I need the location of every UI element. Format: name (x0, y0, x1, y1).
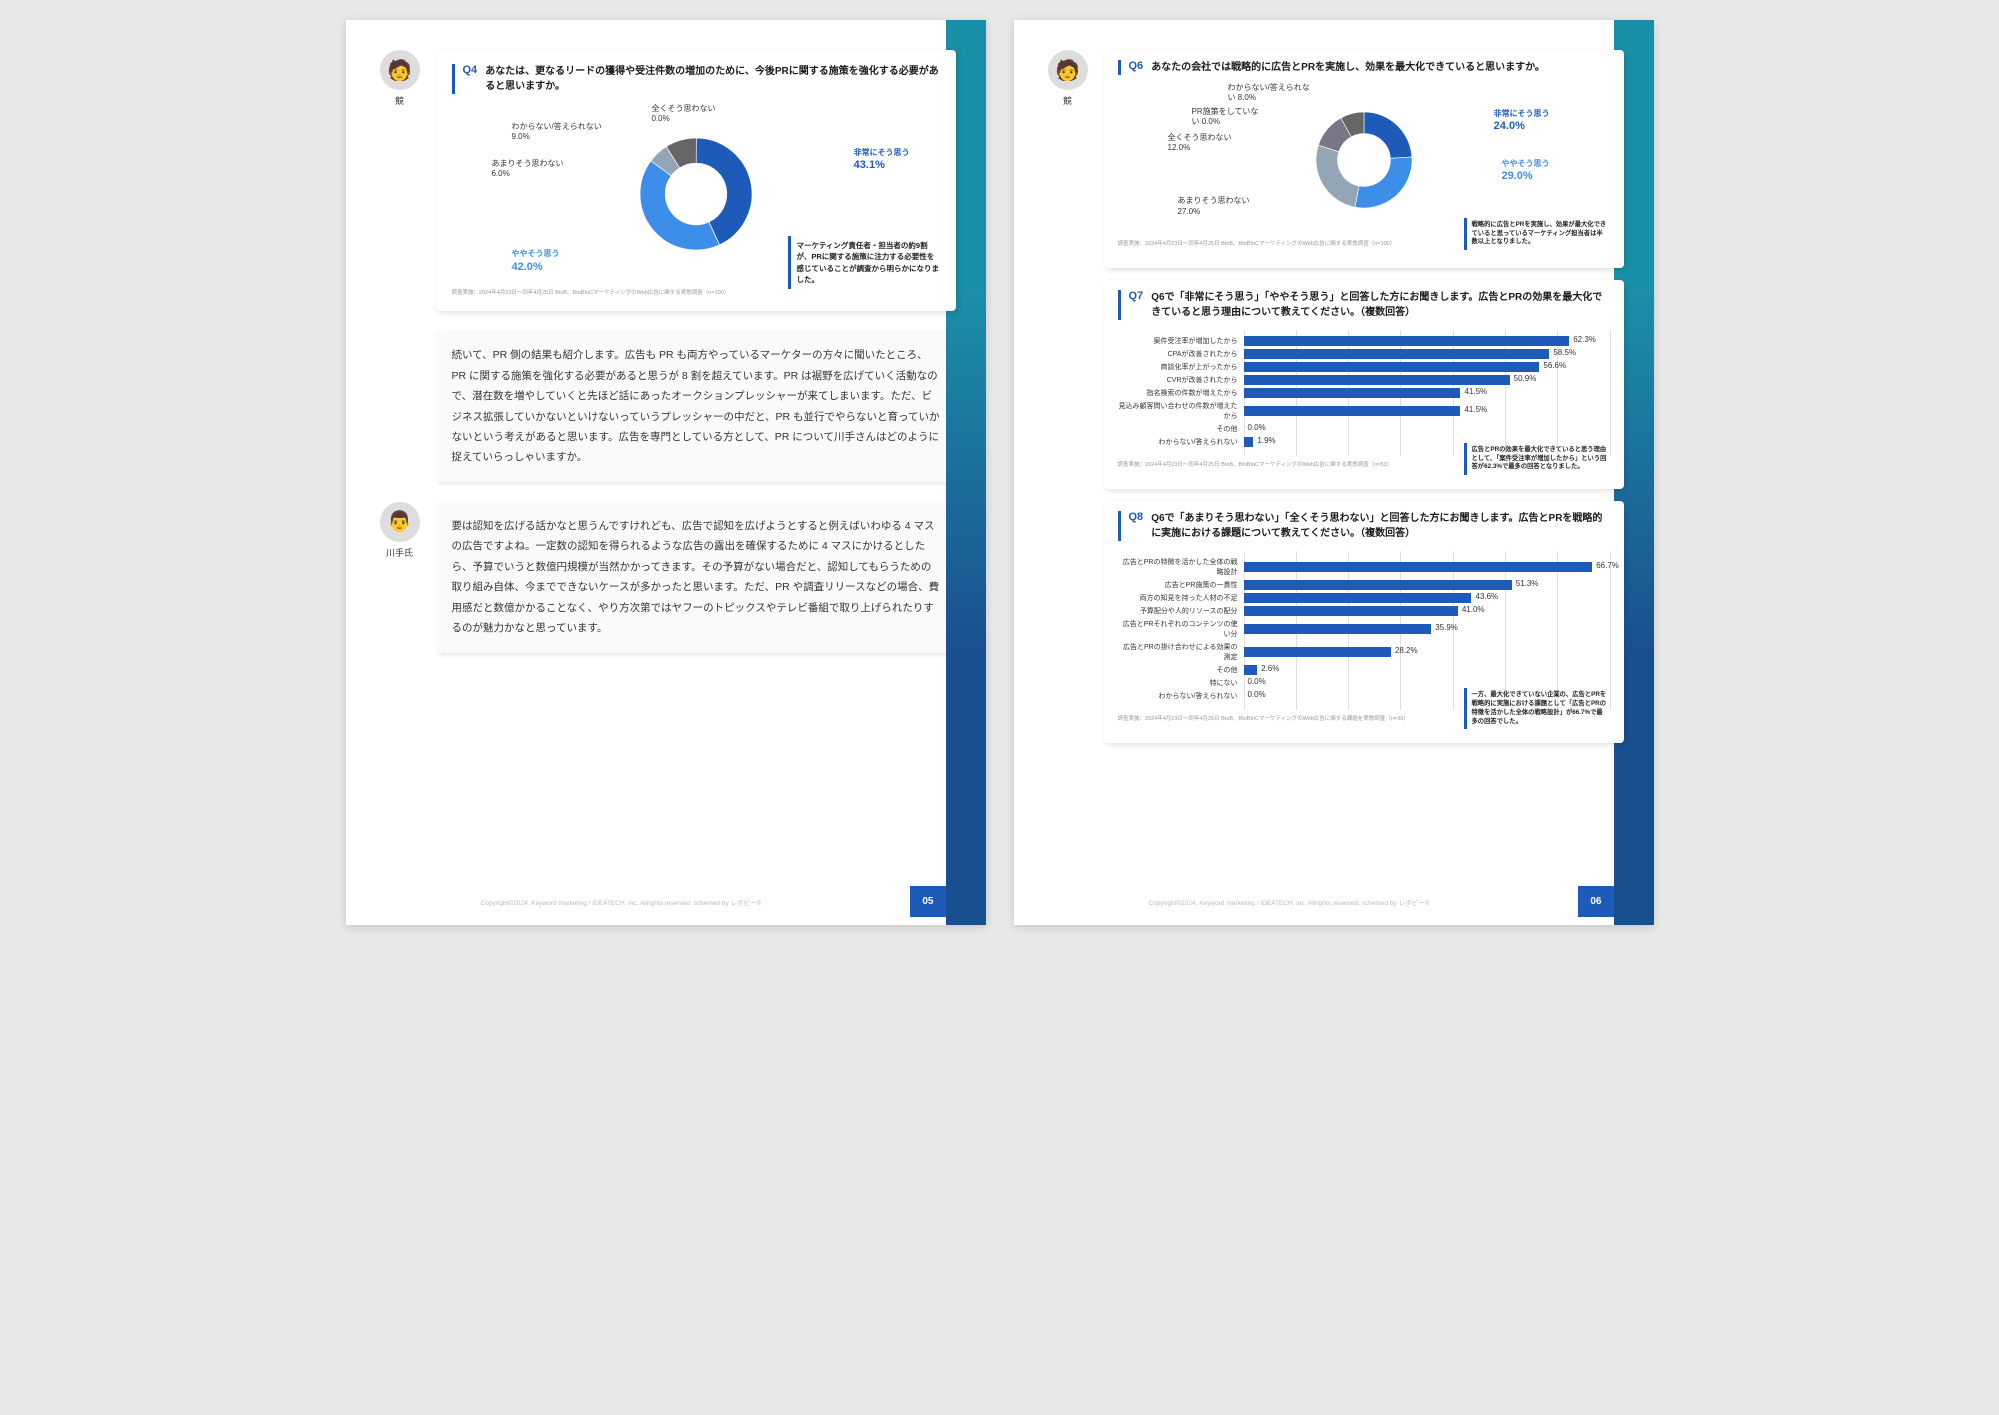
avatar-col: 🧑 競 (376, 50, 424, 311)
q7-bars: 案件受注率が増加したから62.3% CPAが改善されたから58.5% 商談化率が上が… (1118, 330, 1610, 456)
bar-row: 商談化率が上がったから56.6% (1118, 362, 1610, 372)
speech-text-2: 要は認知を広げる話かなと思うんですけれども、広告で認知を広げようとすると例えばい… (436, 502, 956, 653)
q-text: あなたの会社では戦略的に広告とPRを実施し、効果を最大化できていると思いますか。 (1151, 60, 1545, 75)
bar-row: 特にない0.0% (1118, 678, 1610, 688)
bar-row: 広告とPRそれぞれのコンテンツの使い分35.9% (1118, 619, 1610, 639)
q7-subtext: 広告とPRの効果を最大化できていると思う理由として、「案件受注率が増加したから」… (1464, 443, 1614, 475)
bar-row: その他0.0% (1118, 424, 1610, 434)
bar-row: 指名検索の件数が増えたから41.5% (1118, 388, 1610, 398)
donut-lbl-2: ややそう思う42.0% (512, 249, 560, 274)
q7-card: Q7 Q6で「非常にそう思う」「ややそう思う」と回答した方にお聞きします。広告と… (1104, 280, 1624, 489)
avatar-competitor-2: 🧑 (1048, 50, 1088, 90)
donut-lbl-3: あまりそう思わない6.0% (492, 159, 564, 180)
page-num: 05 (910, 886, 945, 917)
q8-block: Q8 Q6で「あまりそう思わない」「全くそう思わない」と回答した方にお聞きします… (1044, 501, 1624, 743)
avatar-name-3: 競 (1044, 94, 1092, 107)
q4-note: 調査実施：2024年4月23日〜同年4月25日 BtoB、BtoBtoCマーケテ… (452, 290, 940, 297)
q6-callout: 戦略的に広告とPRを実施し、効果が最大化できていると思っているマーケティング担当… (1464, 218, 1614, 250)
bar-row: 広告とPR施策の一貫性51.3% (1118, 580, 1610, 590)
q8-header: Q8 Q6で「あまりそう思わない」「全くそう思わない」と回答した方にお聞きします… (1118, 511, 1610, 541)
d6-3: あまりそう思わない27.0% (1178, 196, 1250, 217)
bar-row: CPAが改善されたから58.5% (1118, 349, 1610, 359)
bar-row: 両方の知見を持った人材の不足43.6% (1118, 593, 1610, 603)
q-num: Q6 (1129, 60, 1144, 75)
avatar-col-2: 👨 川手氏 (376, 502, 424, 653)
bar-row: 予算配分や人的リソースの配分41.0% (1118, 606, 1610, 616)
speech-text-1: 続いて、PR 側の結果も紹介します。広告も PR も両方やっているマーケターの方… (436, 331, 956, 482)
page-5: 🧑 競 Q4 あなたは、更なるリードの獲得や受注件数の増加のために、今後PRに関… (346, 20, 986, 925)
q-num: Q8 (1129, 511, 1144, 541)
avatar-name: 競 (376, 94, 424, 107)
avatar-col-3: 🧑 競 (1044, 50, 1092, 268)
q4-card: Q4 あなたは、更なるリードの獲得や受注件数の増加のために、今後PRに関する施策… (436, 50, 956, 311)
q8-card: Q8 Q6で「あまりそう思わない」「全くそう思わない」と回答した方にお聞きします… (1104, 501, 1624, 743)
donut-lbl-5: 全くそう思わない0.0% (652, 104, 716, 125)
q7-header: Q7 Q6で「非常にそう思う」「ややそう思う」と回答した方にお聞きします。広告と… (1118, 290, 1610, 320)
q-text: あなたは、更なるリードの獲得や受注件数の増加のために、今後PRに関する施策を強化… (485, 64, 939, 94)
q4-callout: マーケティング責任者・担当者の約9割が、PRに関する施策に注力する必要性を感じて… (788, 236, 948, 289)
d6-2: ややそう思う29.0% (1502, 159, 1550, 184)
copyright: Copyright©2024. Keyword marketing / IDEA… (1014, 897, 1565, 907)
q6-donut: 非常にそう思う24.0% ややそう思う29.0% あまりそう思わない27.0% … (1118, 85, 1610, 235)
q6-block: 🧑 競 Q6 あなたの会社では戦略的に広告とPRを実施し、効果を最大化できている… (1044, 50, 1624, 268)
page-num: 06 (1578, 886, 1613, 917)
d6-4: 全くそう思わない12.0% (1168, 133, 1232, 154)
q4-block: 🧑 競 Q4 あなたは、更なるリードの獲得や受注件数の増加のために、今後PRに関… (376, 50, 956, 311)
donut-lbl-4: わからない/答えられない9.0% (512, 122, 602, 143)
text1-block: 続いて、PR 側の結果も紹介します。広告も PR も両方やっているマーケターの方… (376, 331, 956, 482)
donut-lbl-1: 非常にそう思う43.1% (854, 148, 910, 173)
footer-6: Copyright©2024. Keyword marketing / IDEA… (1014, 886, 1614, 917)
copyright: Copyright©2024. Keyword marketing / IDEA… (346, 897, 897, 907)
avatar-kawate: 👨 (380, 502, 420, 542)
text2-block: 👨 川手氏 要は認知を広げる話かなと思うんですけれども、広告で認知を広げようとす… (376, 502, 956, 653)
d6-1: 非常にそう思う24.0% (1494, 109, 1550, 134)
d6-5: PR施策をしていない 0.0% (1192, 107, 1259, 128)
avatar-competitor: 🧑 (380, 50, 420, 90)
bar-row: 見込み顧客問い合わせの件数が増えたから41.5% (1118, 401, 1610, 421)
donut-svg (626, 124, 766, 264)
q4-header: Q4 あなたは、更なるリードの獲得や受注件数の増加のために、今後PRに関する施策… (452, 64, 940, 94)
q6-header: Q6 あなたの会社では戦略的に広告とPRを実施し、効果を最大化できていると思いま… (1118, 60, 1610, 75)
bar-row: 広告とPRの特徴を活かした全体の戦略設計66.7% (1118, 557, 1610, 577)
q-num: Q4 (463, 64, 478, 94)
footer-5: Copyright©2024. Keyword marketing / IDEA… (346, 886, 946, 917)
q-num: Q7 (1129, 290, 1144, 320)
page-6: 🧑 競 Q6 あなたの会社では戦略的に広告とPRを実施し、効果を最大化できている… (1014, 20, 1654, 925)
d6-6: わからない/答えられない 8.0% (1228, 83, 1310, 104)
q-text: Q6で「非常にそう思う」「ややそう思う」と回答した方にお聞きします。広告とPRの… (1151, 290, 1609, 320)
q8-subtext: 一方、最大化できていない企業の、広告とPRを戦略的に実施における課題として「広告… (1464, 688, 1614, 729)
bar-row: CVRが改善されたから50.9% (1118, 375, 1610, 385)
q6-card: Q6 あなたの会社では戦略的に広告とPRを実施し、効果を最大化できていると思いま… (1104, 50, 1624, 268)
avatar-name-2: 川手氏 (376, 546, 424, 559)
donut-svg-2 (1304, 100, 1424, 220)
q7-block: Q7 Q6で「非常にそう思う」「ややそう思う」と回答した方にお聞きします。広告と… (1044, 280, 1624, 489)
bar-row: 案件受注率が増加したから62.3% (1118, 336, 1610, 346)
q8-bars: 広告とPRの特徴を活かした全体の戦略設計66.7% 広告とPR施策の一貫性51.3… (1118, 551, 1610, 710)
bar-row: その他2.6% (1118, 665, 1610, 675)
bar-row: 広告とPRの掛け合わせによる効果の測定28.2% (1118, 642, 1610, 662)
q-text: Q6で「あまりそう思わない」「全くそう思わない」と回答した方にお聞きします。広告… (1151, 511, 1609, 541)
